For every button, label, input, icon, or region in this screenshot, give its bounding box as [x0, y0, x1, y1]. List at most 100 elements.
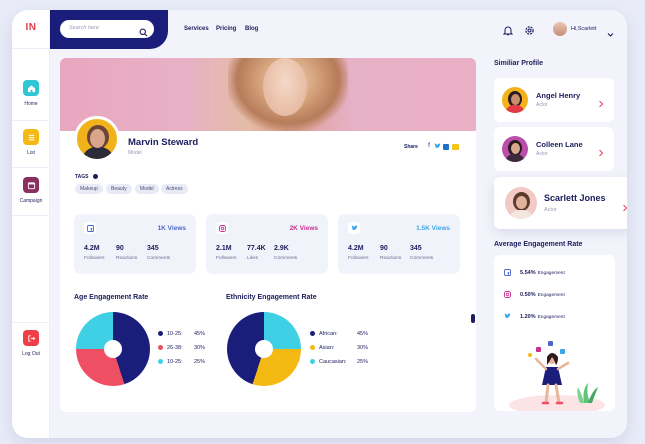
sidebar-item-campaign[interactable]: Campaign	[12, 177, 50, 204]
twitter-share-icon[interactable]	[434, 143, 441, 150]
engagement-label: Engagement	[537, 314, 565, 320]
engagement-row: 1.20% Engagement	[504, 313, 565, 320]
legend-dot	[158, 345, 163, 351]
legend-dot	[158, 359, 163, 365]
engagement-percent: 1.20%	[520, 313, 536, 320]
profile-avatar	[74, 116, 120, 162]
legend-value: 30%	[357, 345, 369, 351]
profile-avatar	[505, 187, 537, 219]
sidebar-item-label: Campaign	[19, 198, 43, 204]
legend-item: 10-25: 45%	[158, 331, 205, 337]
divider	[12, 215, 50, 216]
bell-icon[interactable]	[502, 23, 514, 41]
chevron-right-icon[interactable]	[598, 95, 604, 113]
tags-heading: TAGS	[75, 174, 98, 180]
tag-chip[interactable]: Actress	[161, 184, 188, 194]
user-greeting[interactable]: Hi,Scarlett	[571, 26, 597, 32]
logout-icon	[23, 330, 39, 346]
sidebar-item-label: Home	[24, 101, 38, 107]
stat-label: Followers	[348, 256, 369, 261]
home-icon	[23, 80, 39, 96]
app-window: IN Home List Campaign	[12, 10, 627, 438]
nav-pricing[interactable]: Pricing	[216, 26, 237, 32]
stat-value: 345	[410, 245, 422, 252]
stat-label: Followers	[84, 256, 105, 261]
user-avatar[interactable]	[553, 22, 567, 36]
similar-profile-card[interactable]: Colleen Lane Actor	[494, 127, 614, 171]
chevron-right-icon[interactable]	[598, 144, 604, 162]
nav-services[interactable]: Services	[184, 26, 209, 32]
twitter-icon	[504, 313, 511, 320]
twitter-stats-card[interactable]: 1.5K Views 4.2M Followers 90 Reactions 3…	[338, 214, 460, 274]
age-pie-chart	[76, 312, 150, 386]
info-icon[interactable]	[92, 174, 98, 180]
engagement-row: 0.50% Engagement	[504, 291, 565, 298]
snapchat-share-icon[interactable]	[452, 144, 459, 150]
logout-button[interactable]: Log Out	[12, 330, 50, 357]
legend-dot	[310, 345, 315, 351]
divider	[12, 120, 50, 121]
stat-value: 4.2M	[84, 245, 100, 252]
sidebar-item-list[interactable]: List	[12, 129, 50, 156]
scrollbar-thumb[interactable]	[471, 314, 475, 323]
sidebar: IN Home List Campaign	[12, 10, 50, 438]
legend-value: 25%	[194, 359, 206, 365]
list-icon	[23, 129, 39, 145]
legend-label: 10-25:	[167, 359, 183, 365]
chevron-down-icon[interactable]	[607, 25, 614, 43]
stat-label: Reactions	[116, 256, 138, 261]
profile-role: Model	[128, 150, 142, 156]
similar-profile-title: Similiar Profile	[494, 60, 544, 67]
search-input[interactable]: Search here	[60, 20, 154, 38]
sidebar-item-home[interactable]: Home	[12, 80, 50, 107]
legend-value: 45%	[194, 331, 206, 337]
legend-dot	[310, 331, 315, 337]
similar-profile-card[interactable]: Angel Henry Actor	[494, 78, 614, 122]
app-logo: IN	[25, 22, 37, 33]
tag-chip[interactable]: Model	[135, 184, 159, 194]
linkedin-share-icon[interactable]	[443, 144, 449, 150]
engagement-label: Engagement	[537, 292, 565, 298]
ethnicity-chart-title: Ethnicity Engagement Rate	[226, 294, 317, 301]
legend-value: 30%	[194, 345, 206, 351]
profile-name: Colleen Lane	[536, 140, 583, 149]
legend-label: Asian:	[319, 345, 335, 351]
profile-role: Actor	[536, 102, 548, 108]
engagement-percent: 5.54%	[520, 269, 536, 276]
profile-role: Actor	[544, 207, 557, 213]
age-chart-title: Age Engagement Rate	[74, 294, 149, 301]
pie-center	[255, 340, 273, 358]
cover-face	[263, 58, 307, 116]
legend-item: 26-38: 30%	[158, 345, 205, 351]
views-count: 1.5K Views	[416, 225, 450, 232]
tags-label: TAGS	[75, 174, 89, 180]
nav-blog[interactable]: Blog	[245, 26, 259, 32]
instagram-stats-card[interactable]: 2K Views 2.1M Followers 77.4K Likes 2.9K…	[206, 214, 328, 274]
search-icon[interactable]	[139, 24, 148, 42]
legend-item: Asian: 30%	[310, 345, 368, 351]
gear-icon[interactable]	[524, 23, 535, 41]
facebook-icon	[84, 222, 96, 234]
chevron-right-icon[interactable]	[622, 199, 627, 217]
cover-photo	[60, 58, 476, 131]
profile-name: Scarlett Jones	[544, 193, 606, 203]
tag-chip[interactable]: Beauty	[106, 184, 132, 194]
profile-role: Actor	[536, 151, 548, 157]
profile-avatar	[502, 87, 528, 113]
legend-label: 26-38:	[167, 345, 183, 351]
engagement-percent: 0.50%	[520, 291, 536, 298]
legend-value: 45%	[357, 331, 369, 337]
facebook-stats-card[interactable]: 1K Views 4.2M Followers 90 Reactions 345…	[74, 214, 196, 274]
stat-label: Comments	[147, 256, 171, 261]
similar-profile-card-selected[interactable]: Scarlett Jones Actor	[494, 177, 627, 229]
tag-chip[interactable]: Makeup	[75, 184, 103, 194]
stat-label: Comments	[274, 256, 298, 261]
profile-card: Marvin Steward Model Share f TAGS Makeup…	[60, 58, 476, 412]
divider	[12, 48, 50, 49]
facebook-share-icon[interactable]: f	[428, 143, 430, 149]
stat-value: 90	[380, 245, 388, 252]
share-label: Share	[404, 144, 418, 150]
stat-value: 77.4K	[247, 245, 266, 252]
twitter-icon	[348, 222, 360, 234]
influencer-illustration	[509, 341, 605, 411]
